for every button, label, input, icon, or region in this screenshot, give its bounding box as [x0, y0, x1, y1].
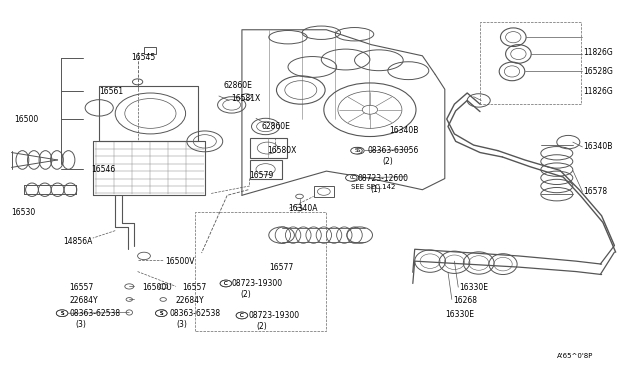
Text: (2): (2): [256, 322, 267, 331]
Text: 11826G: 11826G: [584, 87, 613, 96]
Text: 08363-63056: 08363-63056: [368, 146, 419, 155]
Text: S: S: [355, 148, 358, 153]
Text: (2): (2): [383, 157, 394, 166]
Text: C: C: [224, 281, 228, 286]
Ellipse shape: [156, 310, 167, 317]
Bar: [144, 47, 156, 54]
Text: 16340B: 16340B: [584, 142, 613, 151]
Text: (3): (3): [176, 320, 187, 329]
Text: C: C: [351, 175, 355, 180]
Text: 16579: 16579: [250, 171, 274, 180]
Text: 11826G: 11826G: [584, 48, 613, 57]
Text: S: S: [60, 311, 64, 316]
Ellipse shape: [220, 280, 232, 287]
Text: 16530: 16530: [12, 208, 36, 217]
Text: 16340A: 16340A: [288, 204, 317, 213]
Bar: [250, 160, 282, 179]
Text: 16546: 16546: [91, 165, 115, 174]
Ellipse shape: [56, 310, 68, 317]
Text: 16500U: 16500U: [142, 283, 172, 292]
Text: C: C: [240, 313, 244, 318]
Text: 16580X: 16580X: [268, 146, 297, 155]
Text: SEE SEC.142: SEE SEC.142: [351, 184, 395, 190]
Bar: [250, 138, 287, 158]
Text: 14856A: 14856A: [63, 237, 92, 246]
Ellipse shape: [236, 312, 248, 319]
Text: 16330E: 16330E: [445, 310, 474, 319]
Text: S: S: [159, 311, 163, 316]
Text: 16557: 16557: [69, 283, 93, 292]
Text: 16561: 16561: [99, 87, 124, 96]
Text: S: S: [60, 311, 64, 316]
Ellipse shape: [220, 280, 232, 287]
Text: 16545: 16545: [131, 53, 156, 62]
Text: 16528G: 16528G: [584, 67, 614, 76]
Text: 16500V: 16500V: [165, 257, 195, 266]
Ellipse shape: [353, 147, 364, 154]
Text: 08723-19300: 08723-19300: [232, 279, 283, 288]
Text: 16340B: 16340B: [389, 126, 419, 135]
Text: (1): (1): [370, 185, 381, 194]
Text: 22684Y: 22684Y: [176, 296, 205, 305]
Text: 16500: 16500: [14, 115, 38, 124]
Text: 16330E: 16330E: [460, 283, 488, 292]
Text: 16268: 16268: [453, 296, 477, 305]
Text: 16557: 16557: [182, 283, 207, 292]
Ellipse shape: [351, 147, 362, 154]
Text: S: S: [159, 311, 163, 316]
Ellipse shape: [348, 174, 359, 181]
Text: C: C: [349, 175, 353, 180]
Ellipse shape: [236, 312, 248, 319]
Text: 08363-62538: 08363-62538: [170, 309, 221, 318]
Text: 16581X: 16581X: [232, 94, 261, 103]
Text: (2): (2): [240, 290, 251, 299]
Text: 22684Y: 22684Y: [69, 296, 98, 305]
Text: 16577: 16577: [269, 263, 293, 272]
Text: C: C: [240, 313, 244, 318]
Text: 62860E: 62860E: [261, 122, 290, 131]
Text: 16578: 16578: [584, 187, 608, 196]
Text: 08723-12600: 08723-12600: [357, 174, 408, 183]
Text: S: S: [356, 148, 360, 153]
Ellipse shape: [156, 310, 167, 317]
Text: 08363-62538: 08363-62538: [69, 309, 120, 318]
Text: A'65^0'8P: A'65^0'8P: [557, 353, 593, 359]
Bar: [314, 186, 334, 197]
Text: C: C: [224, 281, 228, 286]
Text: (3): (3): [76, 320, 86, 329]
Text: 62860E: 62860E: [224, 81, 253, 90]
Ellipse shape: [56, 310, 68, 317]
Ellipse shape: [346, 174, 357, 181]
Text: 08723-19300: 08723-19300: [248, 311, 300, 320]
